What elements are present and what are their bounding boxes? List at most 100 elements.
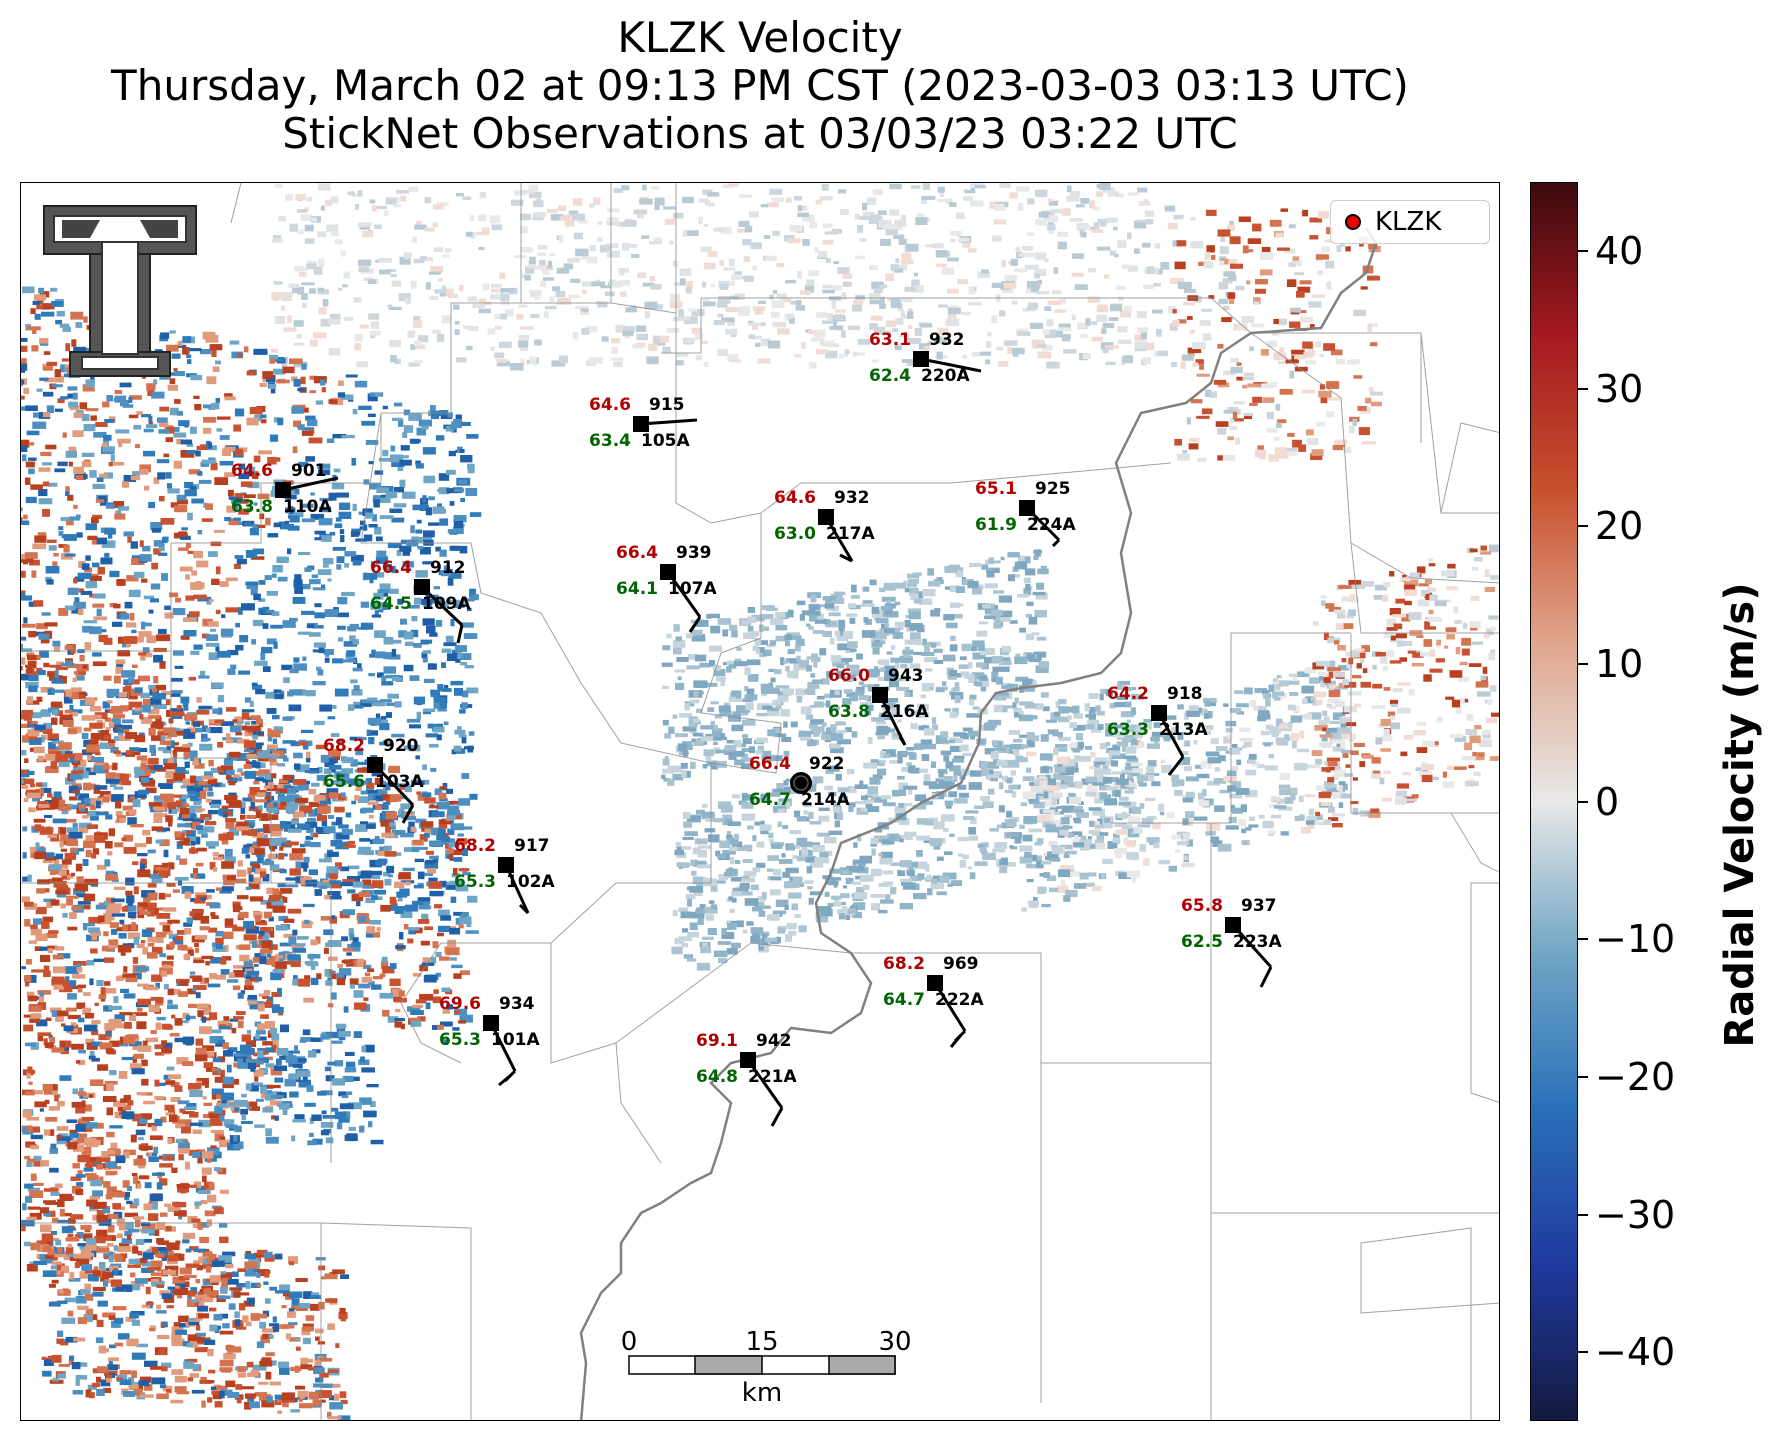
radar-gate — [611, 338, 620, 344]
radar-gate — [216, 650, 231, 658]
radar-gate — [292, 596, 306, 604]
radar-gate — [318, 469, 331, 475]
radar-gate — [341, 959, 353, 963]
radar-gate — [132, 799, 141, 808]
radar-gate — [463, 325, 474, 329]
radar-gate — [240, 1108, 248, 1115]
radar-gate — [327, 940, 342, 947]
radar-gate — [175, 344, 187, 348]
radar-gate — [241, 1034, 251, 1042]
radar-gate — [243, 959, 253, 967]
radar-gate — [237, 1020, 244, 1029]
radar-gate — [270, 624, 283, 629]
radar-gate — [303, 876, 312, 881]
radar-gate — [87, 824, 98, 829]
radar-gate — [221, 861, 234, 869]
radar-gate — [313, 642, 326, 648]
radar-gate — [147, 849, 156, 854]
radar-gate — [326, 224, 339, 233]
radar-gate — [193, 594, 207, 600]
radar-map[interactable]: 63.1 932 62.4 220A 64.6 915 63.4 105A 64.6 901 63.… — [20, 182, 1500, 1421]
radar-gate — [159, 953, 167, 958]
radar-gate — [232, 904, 240, 913]
radar-gate — [266, 708, 277, 714]
radar-gate — [939, 192, 944, 198]
radar-gate — [1189, 329, 1195, 334]
radar-gate — [246, 970, 260, 976]
radar-gate — [244, 985, 254, 990]
radar-gate — [264, 575, 272, 580]
radar-gate — [90, 705, 102, 712]
radar-gate — [56, 1010, 69, 1017]
radar-gate — [454, 687, 463, 696]
radar-gate — [350, 679, 358, 684]
radar-gate — [713, 227, 725, 232]
radar-gate — [327, 815, 335, 819]
radar-gate — [446, 488, 458, 494]
radar-gate — [382, 966, 395, 974]
radar-gate — [216, 721, 222, 726]
radar-gate — [200, 349, 212, 355]
radar-gate — [163, 727, 177, 734]
radar-gate — [141, 1228, 155, 1234]
radar-gate — [156, 459, 170, 464]
radar-gate — [436, 333, 445, 342]
radar-gate — [95, 1122, 104, 1129]
radar-gate — [335, 612, 349, 618]
radar-gate — [240, 990, 246, 995]
radar-gate — [290, 959, 301, 968]
radar-gate — [188, 469, 201, 475]
radar-gate — [157, 747, 166, 751]
radar-gate — [336, 833, 350, 840]
radar-gate — [955, 212, 964, 219]
radar-gate — [28, 685, 38, 693]
radar-gate — [163, 453, 170, 458]
radar-gate — [284, 884, 299, 888]
radar-gate — [123, 966, 128, 973]
radar-gate — [138, 1116, 148, 1124]
radar-gate — [378, 258, 393, 263]
radar-gate — [164, 893, 172, 898]
radar-gate — [402, 432, 408, 438]
radar-gate — [145, 787, 157, 794]
radar-gate — [1051, 330, 1064, 338]
radar-gate — [240, 814, 246, 820]
radar-gate — [1365, 397, 1372, 404]
radar-gate — [434, 247, 444, 253]
radar-gate — [1142, 342, 1155, 351]
radar-gate — [266, 754, 278, 759]
radar-gate — [35, 933, 48, 941]
radar-gate — [85, 1013, 95, 1019]
radar-gate — [26, 1117, 40, 1121]
radar-gate — [380, 820, 395, 827]
radar-gate — [937, 186, 945, 193]
radar-gate — [76, 893, 89, 898]
radar-gate — [649, 276, 655, 282]
radar-gate — [856, 352, 866, 356]
radar-gate — [311, 574, 318, 579]
radar-gate — [184, 1281, 190, 1288]
radar-gate — [372, 496, 384, 503]
radar-gate — [113, 786, 124, 790]
radar-gate — [334, 523, 343, 529]
radar-gate — [1134, 341, 1148, 349]
radar-gate — [606, 221, 618, 226]
radar-gate — [177, 1100, 190, 1105]
radar-gate — [422, 764, 427, 770]
radar-gate — [469, 594, 479, 601]
radar-gate — [121, 719, 134, 724]
radar-gate — [1219, 260, 1224, 266]
radar-gate — [166, 1066, 175, 1071]
radar-gate — [936, 263, 948, 268]
radar-gate — [34, 724, 46, 731]
radar-gate — [324, 969, 330, 977]
radar-gate — [848, 325, 860, 330]
radar-gate — [246, 417, 259, 426]
radar-gate — [56, 310, 65, 317]
radar-gate — [444, 601, 449, 608]
radar-gate — [195, 992, 201, 999]
radar-gate — [440, 836, 451, 842]
radar-gate — [162, 924, 171, 932]
radar-gate — [622, 331, 634, 336]
